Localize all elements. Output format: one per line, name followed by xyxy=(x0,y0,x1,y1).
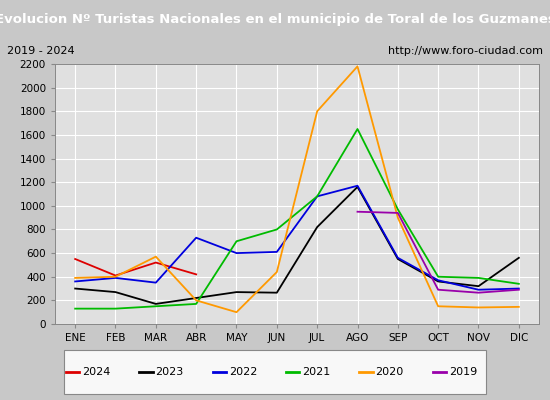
Text: 2020: 2020 xyxy=(376,367,404,377)
Text: 2024: 2024 xyxy=(82,367,111,377)
Text: 2022: 2022 xyxy=(229,367,257,377)
Text: http://www.foro-ciudad.com: http://www.foro-ciudad.com xyxy=(388,46,543,56)
Text: Evolucion Nº Turistas Nacionales en el municipio de Toral de los Guzmanes: Evolucion Nº Turistas Nacionales en el m… xyxy=(0,14,550,26)
FancyBboxPatch shape xyxy=(64,350,486,394)
Text: 2019 - 2024: 2019 - 2024 xyxy=(7,46,74,56)
Text: 2019: 2019 xyxy=(449,367,477,377)
Text: 2021: 2021 xyxy=(302,367,331,377)
Text: 2023: 2023 xyxy=(156,367,184,377)
